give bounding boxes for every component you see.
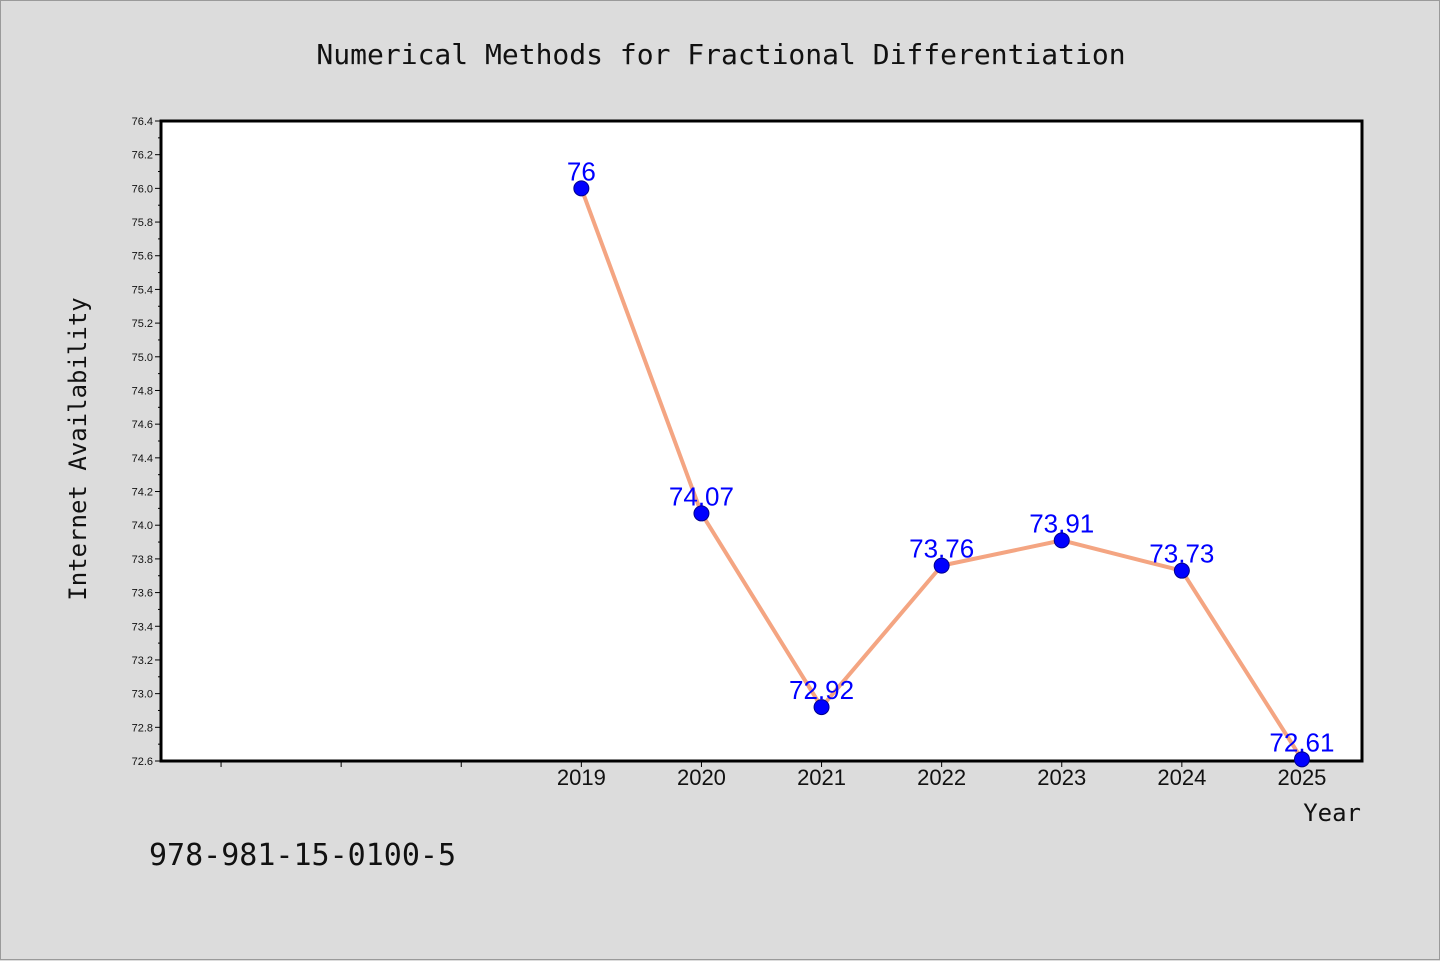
isbn-text: 978-981-15-0100-5 bbox=[149, 838, 456, 873]
y-tick-label: 72.6 bbox=[132, 756, 153, 768]
y-tick-label: 76.0 bbox=[132, 183, 153, 195]
x-axis-label: Year bbox=[1303, 799, 1361, 827]
x-tick-label: 2022 bbox=[917, 765, 966, 790]
y-tick-label: 76.2 bbox=[132, 150, 153, 162]
x-tick-label: 2024 bbox=[1157, 765, 1206, 790]
data-label: 73.91 bbox=[1029, 508, 1094, 538]
x-tick-label: 2019 bbox=[557, 765, 606, 790]
y-tick-label: 73.2 bbox=[132, 655, 153, 667]
y-tick-label: 74.4 bbox=[132, 453, 153, 465]
y-tick-label: 74.0 bbox=[132, 520, 153, 532]
data-point bbox=[1053, 532, 1070, 549]
y-tick-label: 73.4 bbox=[132, 621, 153, 633]
data-point bbox=[1173, 562, 1190, 579]
y-axis-label: Internet Availability bbox=[64, 297, 92, 600]
data-point bbox=[573, 180, 590, 197]
data-label: 74.07 bbox=[669, 481, 734, 511]
data-label: 72.92 bbox=[789, 675, 854, 705]
x-tick-label: 2020 bbox=[677, 765, 726, 790]
y-tick-label: 74.6 bbox=[132, 419, 153, 431]
y-tick-label: 73.6 bbox=[132, 588, 153, 600]
y-tick-label: 76.4 bbox=[132, 116, 153, 128]
data-label: 72.61 bbox=[1269, 727, 1334, 757]
y-tick-label: 73.8 bbox=[132, 554, 153, 566]
plot-frame bbox=[159, 119, 1364, 763]
y-tick-label: 75.0 bbox=[132, 352, 153, 364]
y-axis-ticks: 72.6 72.8 73.0 73.2 73.4 73.6 73.8 74.0 74.2 74.4… bbox=[132, 116, 161, 768]
data-label: 76 bbox=[567, 156, 596, 186]
data-label: 73.73 bbox=[1149, 539, 1214, 569]
x-axis-ticks: 2019 2020 2021 2022 2023 2024 2025 bbox=[220, 761, 1326, 790]
x-tick-label: 2023 bbox=[1037, 765, 1086, 790]
y-tick-label: 75.4 bbox=[132, 284, 153, 296]
y-tick-label: 75.6 bbox=[132, 251, 153, 263]
data-point bbox=[693, 505, 710, 522]
y-tick-label: 74.2 bbox=[132, 487, 153, 499]
data-point bbox=[813, 699, 830, 716]
plot-area bbox=[161, 121, 1362, 761]
data-point bbox=[1293, 751, 1310, 768]
y-tick-label: 75.2 bbox=[132, 318, 153, 330]
x-tick-label: 2025 bbox=[1277, 765, 1326, 790]
y-tick-label: 75.8 bbox=[132, 217, 153, 229]
y-tick-label: 74.8 bbox=[132, 385, 153, 397]
y-tick-label: 73.0 bbox=[132, 689, 153, 701]
data-point bbox=[933, 557, 950, 574]
series-layer: 76 74.07 72.92 73.76 73.91 73.73 72.61 bbox=[567, 156, 1334, 768]
x-tick-label: 2021 bbox=[797, 765, 846, 790]
data-label: 73.76 bbox=[909, 534, 974, 564]
chart-title: Numerical Methods for Fractional Differe… bbox=[316, 38, 1125, 71]
y-tick-label: 72.8 bbox=[132, 722, 153, 734]
